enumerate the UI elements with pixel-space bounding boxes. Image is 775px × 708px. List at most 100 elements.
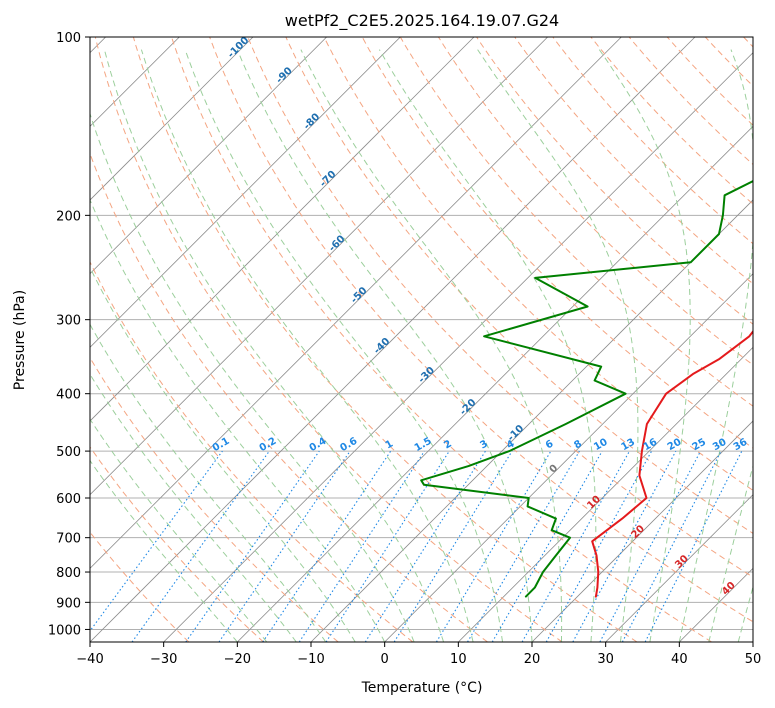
- y-tick-label: 900: [56, 596, 81, 611]
- dry-adiabat-label: -90: [274, 65, 295, 86]
- dry-adiabat-line: [90, 446, 264, 642]
- x-tick-label: −20: [224, 652, 251, 667]
- moist-adiabat-label: 0: [548, 463, 561, 476]
- y-tick-label: 1000: [48, 623, 81, 638]
- dry-adiabat-line: [743, 37, 753, 48]
- mixing-ratio-line: [364, 450, 486, 642]
- dry-adiabat-line: [590, 37, 753, 205]
- dry-adiabat-line: [247, 37, 753, 578]
- x-tick-label: −40: [76, 652, 103, 667]
- dewpoint-trace: [420, 180, 753, 598]
- x-tick-label: −30: [150, 652, 177, 667]
- x-axis-label: Temperature (°C): [361, 680, 483, 696]
- dry-adiabat-label: -70: [318, 169, 339, 190]
- mixing-ratio-line: [298, 450, 425, 642]
- dry-adiabat-line: [90, 260, 414, 642]
- mixing-ratio-label: 1: [384, 438, 396, 451]
- y-tick-label: 200: [56, 209, 81, 224]
- y-tick-label: 500: [56, 445, 81, 460]
- isotherm-line: [90, 37, 696, 642]
- moist-adiabat-line: [90, 459, 238, 642]
- y-tick-layer: 100 200 300 400 500 600 700 800 900 1000: [48, 31, 90, 638]
- isotherm-line: [90, 37, 475, 422]
- moist-adiabat-line: [737, 585, 753, 642]
- mixing-ratio-label: 6: [544, 438, 556, 451]
- isotherm-line: [90, 37, 622, 569]
- chart-title: wetPf2_C2E5.2025.164.19.07.G24: [285, 11, 559, 31]
- mixing-ratio-line: [393, 450, 513, 642]
- dry-adiabat-line: [361, 37, 753, 449]
- isotherm-line: [90, 37, 548, 496]
- dry-adiabat-line: [285, 37, 753, 534]
- grid-layer: [90, 37, 753, 642]
- dry-adiabat-label: -60: [327, 234, 348, 255]
- mixing-ratio-line: [262, 450, 392, 642]
- mixing-ratio-label: 2: [442, 438, 454, 451]
- y-tick-label: 800: [56, 566, 81, 581]
- mixing-ratio-label: 8: [572, 438, 584, 451]
- dry-adiabat-line: [437, 37, 753, 366]
- y-tick-label: 700: [56, 532, 81, 547]
- dry-adiabat-label: -100: [226, 35, 252, 61]
- dry-adiabat-line: [704, 37, 753, 87]
- moist-adiabat-line: [90, 266, 356, 642]
- moist-adiabat-line: [90, 418, 268, 642]
- dry-adiabat-line: [399, 37, 753, 407]
- moist-adiabat-line: [236, 49, 533, 642]
- moist-adiabat-line: [90, 373, 297, 642]
- mixing-ratio-label: 4: [505, 438, 517, 451]
- isotherm-line: [531, 420, 753, 642]
- mixing-ratio-line: [218, 450, 351, 642]
- dry-adiabat-line: [94, 37, 563, 642]
- temperature-trace: [591, 329, 753, 598]
- isotherm-line: [458, 346, 753, 642]
- isotherm-line: [679, 567, 753, 642]
- mixing-ratio-line: [545, 450, 653, 642]
- mixing-ratio-line: [325, 450, 450, 642]
- mixing-ratio-line: [435, 450, 552, 642]
- x-tick-label: 30: [597, 652, 614, 667]
- moist-adiabat-line: [90, 323, 327, 642]
- dry-adiabat-label: -40: [372, 336, 393, 357]
- dry-adiabat-line: [552, 37, 753, 245]
- moist-adiabat-line: [477, 49, 639, 642]
- mixing-ratio-line: [644, 450, 743, 642]
- mixing-ratio-line: [491, 450, 603, 642]
- isotherm-line: [90, 37, 401, 348]
- y-tick-label: 100: [56, 31, 81, 46]
- dry-adiabat-line: [90, 152, 488, 642]
- isotherm-line: [605, 494, 753, 642]
- x-tick-label: −10: [297, 652, 324, 667]
- plot-frame: [89, 36, 754, 643]
- mixing-ratio-line: [599, 450, 702, 642]
- line-label-layer: 0.1 0.2 0.4 0.6 1 1.5 2 3 4 6 8 10 13 16 20 25 30 36-100-…: [211, 35, 750, 598]
- moist-adiabat-line: [678, 49, 753, 642]
- moist-adiabat-line: [103, 49, 445, 642]
- x-tick-layer: −40 −30 −20 −10 0 10 20 30 40 50: [76, 642, 761, 667]
- isotherm-line: [163, 52, 753, 642]
- x-tick-label: 10: [450, 652, 467, 667]
- moist-adiabat-line: [708, 464, 753, 642]
- dry-adiabat-label: -50: [349, 285, 370, 306]
- moist-adiabat-line: [300, 49, 563, 642]
- x-tick-label: 40: [671, 652, 688, 667]
- moist-adiabat-line: [378, 49, 597, 642]
- mixing-ratio-line: [521, 450, 630, 642]
- dry-adiabat-line: [132, 37, 638, 642]
- dry-adiabat-line: [90, 356, 339, 642]
- x-tick-label: 50: [745, 652, 762, 667]
- moist-adiabat-line: [90, 198, 386, 642]
- dry-adiabat-line: [90, 531, 190, 642]
- y-tick-label: 600: [56, 492, 81, 507]
- isotherm-line: [90, 37, 254, 201]
- mixing-ratio-line: [572, 450, 677, 642]
- isotherm-line: [237, 125, 753, 642]
- dry-adiabat-line: [514, 37, 753, 285]
- isotherm-line: [384, 273, 753, 642]
- x-tick-label: 20: [524, 652, 541, 667]
- mixing-ratio-line: [467, 450, 580, 642]
- mixing-ratio-line: [185, 450, 320, 642]
- mixing-ratio-line: [90, 450, 223, 632]
- y-tick-label: 400: [56, 388, 81, 403]
